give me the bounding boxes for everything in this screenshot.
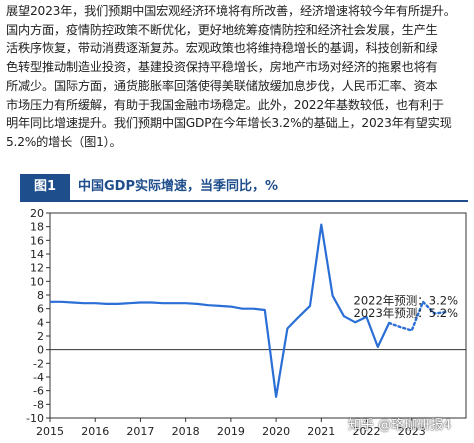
forecast-annotation: 2023年预测：5.2% [354,306,459,320]
x-tick-label: 2017 [126,425,154,438]
y-tick-label: 18 [30,221,44,234]
y-tick-label: 16 [30,234,44,247]
x-tick-label: 2019 [217,425,245,438]
y-tick-label: -6 [33,385,44,398]
x-tick-label: 2022 [353,425,381,438]
x-tick-label: 2015 [36,425,64,438]
forecast-annotation: 2022年预测：3.2% [354,294,459,308]
figure-divider [20,200,468,202]
figure-title: 中国GDP实际增速，当季同比，% [78,179,279,194]
y-tick-label: -10 [26,412,44,425]
paragraph-line: 色转型推动制造业投资，基建投资保持平稳增长，房地产市场对经济的拖累也将有 [6,60,438,75]
paragraph-line: 5.2%的增长（图1）。 [6,134,122,149]
forecast-series-line [387,300,447,332]
y-tick-label: 8 [37,289,44,302]
y-tick-label: 4 [37,316,44,329]
paragraph-line: 国内方面，疫情防控政策不断优化，更好地统筹疫情防控和经济社会发展，生产生 [6,22,438,37]
body-paragraph: 展望2023年，我们预期中国宏观经济环境将有所改善，经济增速将较今年有所提升。 … [6,2,470,152]
y-tick-label: 2 [37,330,44,343]
paragraph-line: 市场压力有所缓解，有助于我国金融市场稳定。此外，2022年基数较低，也有利于 [6,97,444,112]
y-tick-label: 14 [30,248,44,261]
y-tick-label: -4 [33,371,44,384]
paragraph-line: 所减少。国际方面，通货膨胀率回落使得美联储放缓加息步伐，人民币汇率、资本 [6,78,438,93]
y-tick-label: 10 [30,275,44,288]
x-tick-label: 2021 [307,425,335,438]
y-tick-label: 20 [30,207,44,220]
y-tick-label: 6 [37,303,44,316]
x-tick-label: 2023 [398,425,426,438]
paragraph-line: 展望2023年，我们预期中国宏观经济环境将有所改善，经济增速将较今年有所提升。 [6,4,456,18]
y-tick-label: -2 [33,357,44,370]
x-tick-label: 2018 [172,425,200,438]
actual-series-line [50,223,391,398]
figure-tag: 图1 [20,174,70,200]
y-tick-label: -8 [33,398,44,411]
paragraph-line: 活秩序恢复，带动消费逐渐复苏。宏观政策也将维持稳增长的基调，科技创新和绿 [6,41,438,56]
figure-header: 图1 中国GDP实际增速，当季同比，% [0,174,474,202]
watermark-text: 知乎 @珞珈研报4 [348,418,452,433]
x-tick-label: 2016 [81,425,109,438]
y-tick-label: 0 [37,344,44,357]
paragraph-line: 明年同比增速提升。我们预期中国GDP在今年增长3.2%的基础上，2023年有望实… [6,116,452,131]
x-tick-label: 2020 [262,425,290,438]
plot-frame [49,212,467,419]
y-tick-label: 12 [30,262,44,275]
